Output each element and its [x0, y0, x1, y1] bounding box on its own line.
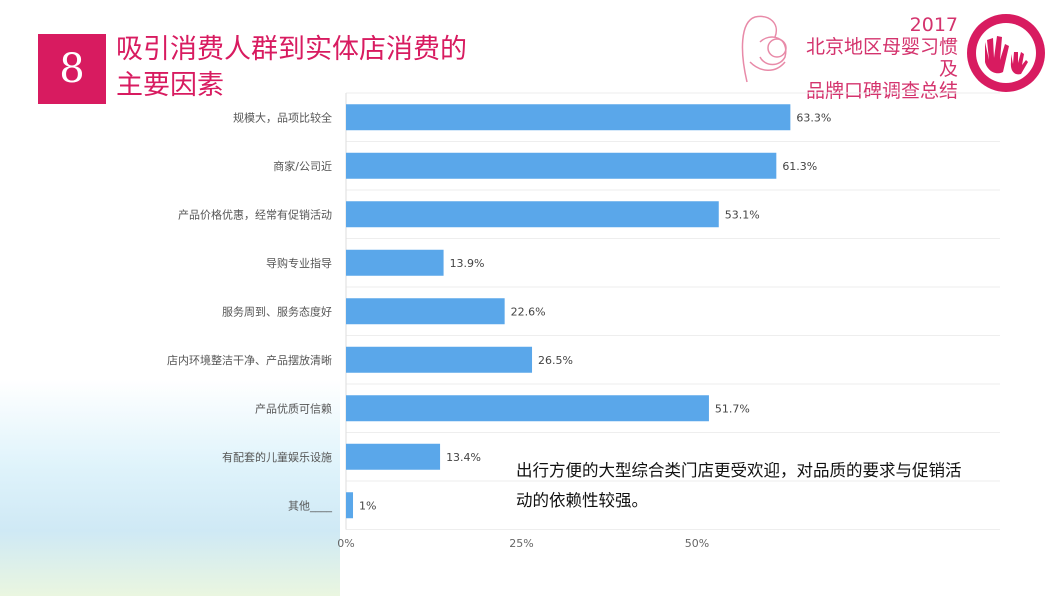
bar	[346, 346, 533, 373]
x-tick-label: 50%	[685, 537, 709, 550]
slide-number-badge: 8	[38, 34, 106, 104]
mother-baby-logo-icon	[741, 15, 787, 83]
category-label: 产品优质可信赖	[255, 401, 332, 415]
bar	[346, 104, 791, 131]
bar	[346, 152, 777, 179]
value-label: 13.9%	[450, 257, 485, 270]
value-label: 22.6%	[511, 305, 546, 318]
category-label: 服务周到、服务态度好	[222, 304, 332, 318]
bar	[346, 249, 444, 276]
bar	[346, 395, 709, 422]
value-label: 1%	[359, 499, 376, 512]
page-title: 吸引消费人群到实体店消费的主要因素	[116, 34, 467, 101]
category-label: 导购专业指导	[266, 256, 332, 270]
x-tick-label: 25%	[509, 537, 533, 550]
category-label: 有配套的儿童娱乐设施	[222, 450, 332, 464]
value-label: 13.4%	[446, 451, 481, 464]
value-label: 26.5%	[538, 354, 573, 367]
value-label: 63.3%	[796, 111, 831, 124]
bar	[346, 492, 354, 519]
brand-line2: 品牌口碑调查总结	[805, 80, 958, 102]
category-label: 产品价格优惠，经常有促销活动	[178, 207, 332, 221]
value-label: 61.3%	[782, 160, 817, 173]
brand-year: 2017	[909, 14, 958, 36]
decorative-scenery-illustration	[0, 380, 340, 596]
category-label: 店内环境整洁干净、产品摆放清晰	[167, 353, 332, 367]
value-label: 51.7%	[715, 402, 750, 415]
value-label: 53.1%	[725, 208, 760, 221]
brand-title: 2017 北京地区母婴习惯及 品牌口碑调查总结	[790, 14, 958, 102]
bar	[346, 443, 441, 470]
brand-line1: 北京地区母婴习惯及	[805, 36, 958, 80]
summary-note: 出行方便的大型综合类门店更受欢迎，对品质的要求与促销活动的依赖性较强。	[516, 461, 962, 510]
bar	[346, 298, 505, 325]
association-seal-icon	[967, 14, 1045, 92]
x-tick-label: 0%	[337, 537, 354, 550]
category-label: 规模大，品项比较全	[233, 110, 332, 124]
category-label: 其他____	[288, 499, 332, 512]
category-label: 商家/公司近	[273, 159, 332, 173]
slide-number: 8	[59, 46, 85, 92]
bar	[346, 201, 719, 228]
